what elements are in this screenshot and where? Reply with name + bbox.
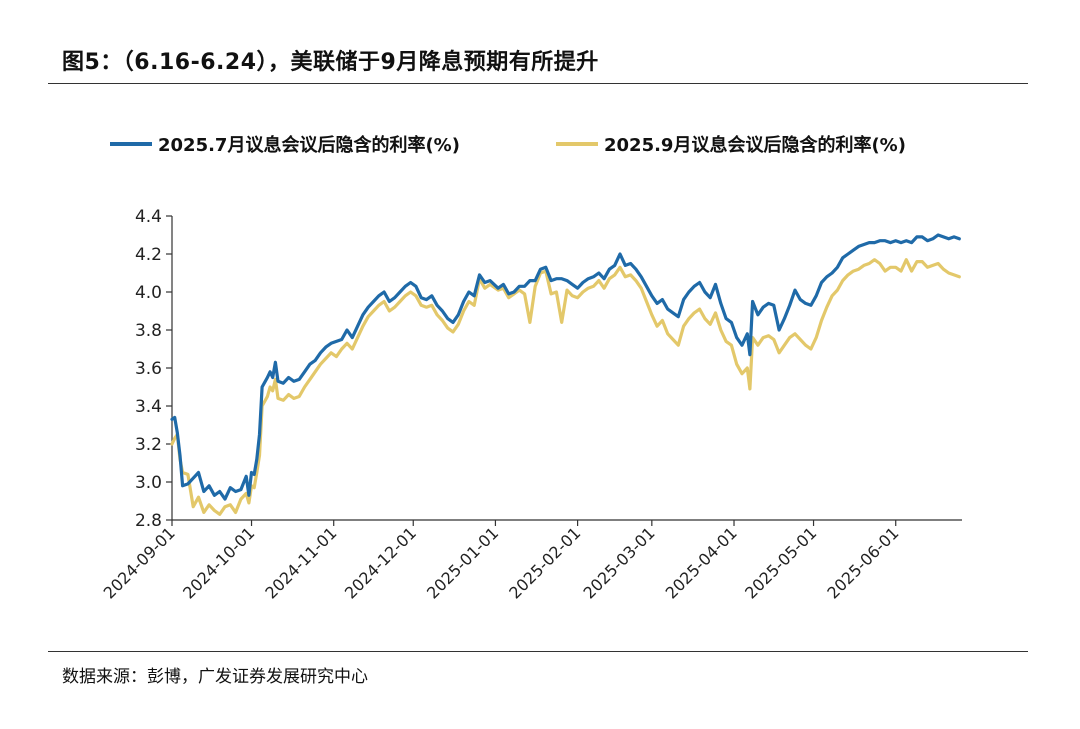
y-tick-label: 3.4 — [135, 397, 162, 417]
series-line-sept — [170, 258, 961, 516]
series-line-july — [170, 233, 961, 501]
x-tick-label: 2025-03-01 — [579, 523, 658, 602]
x-tick-label: 2024-10-01 — [179, 523, 258, 602]
x-tick-label: 2025-06-01 — [823, 523, 902, 602]
y-tick-label: 3.0 — [135, 473, 162, 493]
x-tick-label: 2025-04-01 — [662, 523, 741, 602]
y-tick-label: 2.8 — [135, 511, 162, 531]
y-axis: 2.8 3.0 3.2 3.4 3.6 3.8 4.0 4.2 4.4 — [135, 207, 173, 531]
figure-title: 图5：（6.16-6.24），美联储于9月降息预期有所提升 — [62, 50, 599, 75]
x-tick-label: 2024-09-01 — [100, 523, 179, 602]
x-tick-label: 2025-02-01 — [505, 523, 584, 602]
legend-label-july: 2025.7月议息会议后隐含的利率(%) — [158, 134, 460, 156]
x-tick-label: 2024-11-01 — [261, 523, 340, 602]
y-tick-label: 3.2 — [135, 435, 162, 455]
bottom-rule — [48, 651, 1028, 652]
legend-label-sept: 2025.9月议息会议后隐含的利率(%) — [604, 134, 906, 156]
x-tick-label: 2025-05-01 — [741, 523, 820, 602]
source-note: 数据来源：彭博，广发证券发展研究中心 — [62, 667, 368, 687]
y-tick-label: 4.0 — [135, 283, 162, 303]
x-axis: 2024-09-01 2024-10-01 2024-11-01 2024-12-01… — [100, 519, 962, 603]
y-tick-label: 4.4 — [135, 207, 162, 227]
top-rule — [48, 83, 1028, 84]
y-tick-label: 3.8 — [135, 321, 162, 341]
plot-series — [170, 233, 961, 516]
x-tick-label: 2024-12-01 — [341, 523, 420, 602]
y-tick-label: 3.6 — [135, 359, 162, 379]
chart-legend: 2025.7月议息会议后隐含的利率(%) 2025.9月议息会议后隐含的利率(%… — [110, 134, 906, 156]
y-tick-label: 4.2 — [135, 245, 162, 265]
x-tick-label: 2025-01-01 — [423, 523, 502, 602]
